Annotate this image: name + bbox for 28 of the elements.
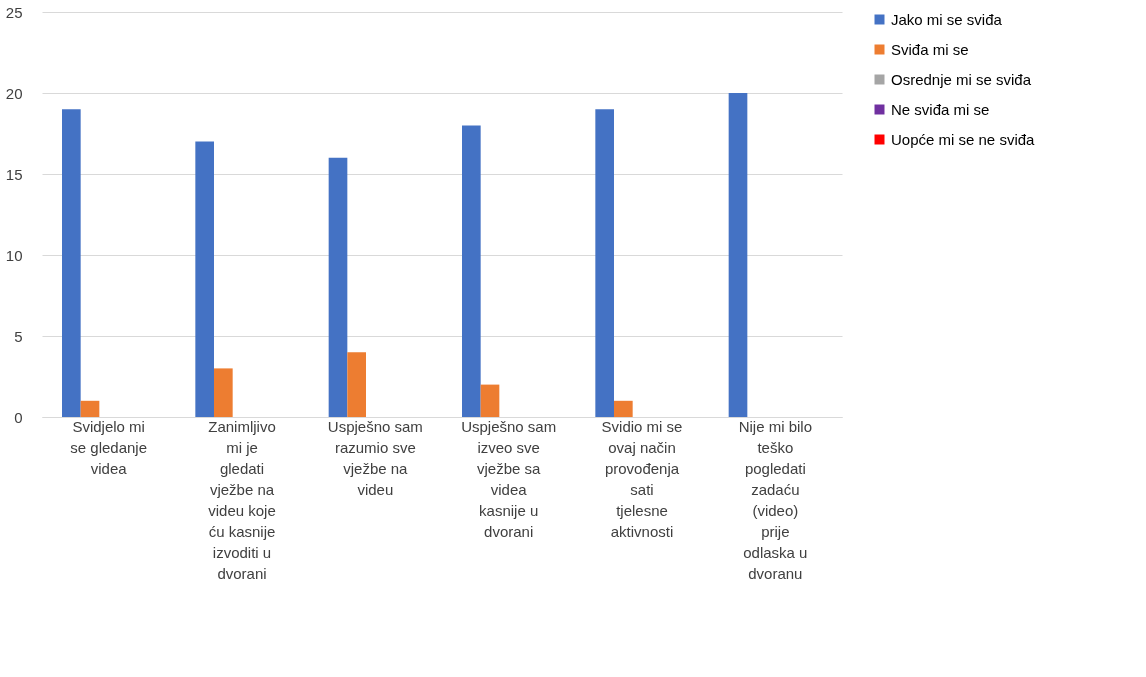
bar <box>328 157 348 417</box>
legend-label: Osrednje mi se sviđa <box>891 70 1032 88</box>
legend-label: Sviđa mi se <box>891 40 969 58</box>
x-tick-label: Svidjelo mi se gledanje videa <box>70 417 148 477</box>
x-tick-label: Zanimljivo mi je gledati vježbe na videu koje ću kasnije izvoditi u dvorani <box>208 417 276 582</box>
bar <box>347 352 366 417</box>
y-tick-label: 15 <box>5 165 23 183</box>
bar <box>595 109 614 417</box>
bar <box>195 141 214 417</box>
y-tick-label: 5 <box>14 327 23 345</box>
y-tick-label: 20 <box>5 84 23 102</box>
bar <box>614 400 633 417</box>
x-tick-label: Svidio mi se ovaj način provođenja sati tjelesne aktivnosti <box>601 417 683 540</box>
bar <box>80 400 100 417</box>
y-tick-label: 25 <box>5 3 23 21</box>
bar <box>728 93 748 417</box>
x-tick-label: Uspješno sam razumio sve vježbe na videu <box>327 417 423 498</box>
legend-label: Jako mi se sviđa <box>891 10 1003 28</box>
x-tick-label: Nije mi bilo teško pogledati zadaću (video) prije odlaska u dvoranu <box>738 417 813 582</box>
bar <box>480 384 500 417</box>
bar <box>62 109 81 417</box>
bar <box>462 125 481 417</box>
bar <box>214 368 233 417</box>
legend-label: Ne sviđa mi se <box>891 100 990 118</box>
legend-label: Uopće mi se ne sviđa <box>891 130 1036 148</box>
y-tick-label: 10 <box>5 246 23 264</box>
x-tick-label: Uspješno sam izveo sve vježbe sa videa kasnije u dvorani <box>461 417 557 540</box>
y-tick-label: 0 <box>14 408 23 426</box>
